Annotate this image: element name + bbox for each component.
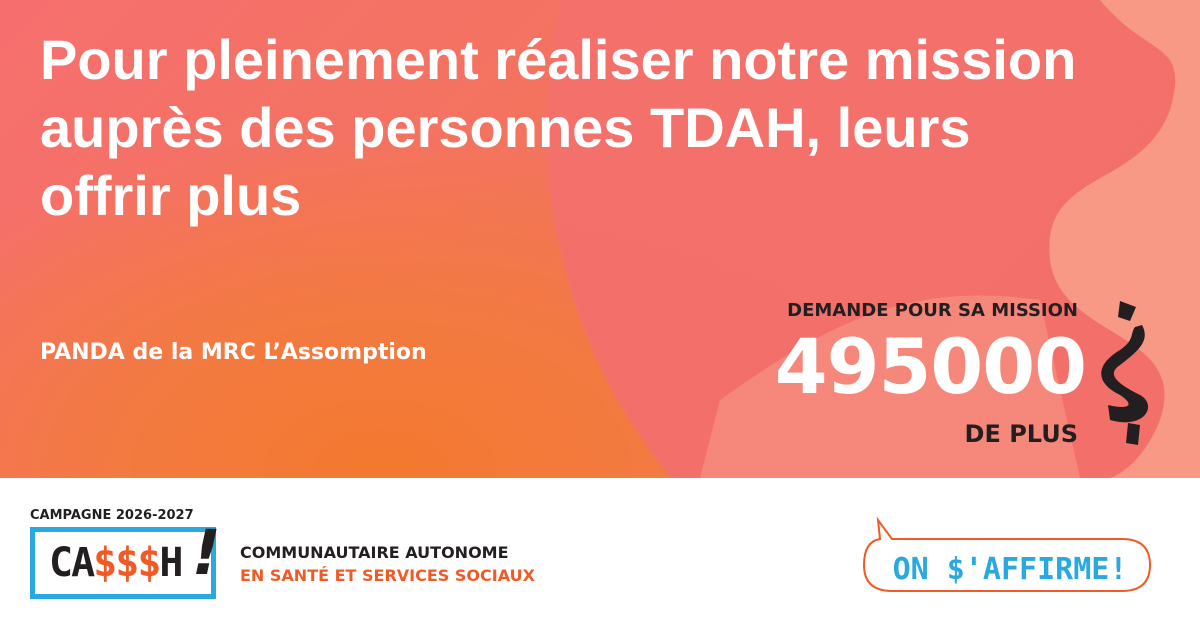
headline: Pour pleinement réaliser notre mission a… [40, 28, 1077, 227]
campaign-label: CAMPAGNE 2026-2027 [30, 508, 194, 523]
logo-text-dollars: $$$ [93, 540, 161, 586]
logo-text-post: H [159, 540, 183, 586]
sector-line-2: EN SANTÉ ET SERVICES SOCIAUX [240, 566, 535, 585]
ask-suffix: DE PLUS [964, 420, 1078, 448]
dollar-swirl-decoration [700, 0, 1200, 478]
casssh-logo: CA$$$H [30, 527, 216, 599]
on-saffirme-logo: ON $'AFFIRME! [862, 516, 1152, 592]
ask-amount: 495000 [774, 322, 1087, 411]
ask-label: DEMANDE POUR SA MISSION [787, 300, 1078, 321]
logo-text-pre: CA [49, 540, 95, 586]
organization-name: PANDA de la MRC L’Assomption [40, 340, 427, 365]
hero-banner: Pour pleinement réaliser notre mission a… [0, 0, 1200, 478]
sector-line-1: COMMUNAUTAIRE AUTONOME [240, 543, 509, 562]
dollar-sign-icon [1101, 301, 1149, 445]
slogan-text: ON $'AFFIRME! [893, 552, 1128, 587]
